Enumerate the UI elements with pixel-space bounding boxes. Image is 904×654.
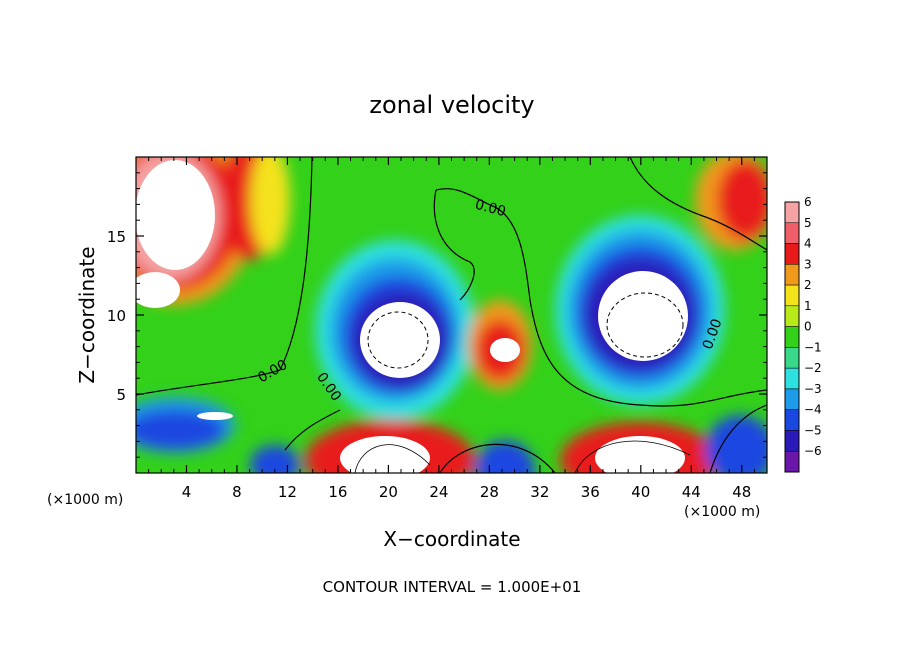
y-tick-label: 5: [116, 386, 126, 404]
colorbar-swatch: [784, 450, 800, 473]
colorbar-level-label: −5: [804, 423, 822, 437]
x-tick-label: 28: [480, 483, 499, 501]
colorbar-swatch: [784, 201, 800, 224]
colorbar-level-label: 1: [804, 299, 812, 313]
colorbar-level-label: 5: [804, 216, 812, 230]
colorbar-swatch: [784, 367, 800, 390]
colorbar-swatch: [784, 305, 800, 327]
colorbar-swatch: [784, 430, 800, 452]
x-tick-label: 20: [379, 483, 398, 501]
colorbar-level-label: −4: [804, 403, 822, 417]
x-tick-label: 8: [232, 483, 242, 501]
x-unit-note-right: (×1000 m): [684, 504, 760, 520]
colorbar-swatch: [784, 388, 800, 410]
x-tick-label: 40: [631, 483, 650, 501]
y-axis-label: Z−coordinate: [75, 246, 99, 383]
colorbar-swatch: [784, 409, 800, 431]
x-unit-note-left: (×1000 m): [47, 492, 123, 508]
colorbar-level-label: 2: [804, 278, 812, 292]
colorbar-swatch: [784, 347, 800, 369]
colorbar-level-label: 0: [804, 320, 812, 334]
colorbar-swatch: [784, 326, 800, 348]
x-tick-label: 16: [328, 483, 347, 501]
colorbar-level-label: −2: [804, 361, 822, 375]
chart-title: zonal velocity: [369, 91, 534, 119]
colorbar-level-label: −3: [804, 382, 822, 396]
colorbar-level-label: −1: [804, 340, 822, 354]
colorbar: 6 5 4 3 2 1 0 −1 −2 −3 −4 −5 −6: [784, 195, 822, 473]
colorbar-swatch: [784, 222, 800, 244]
colorbar-frame: [784, 201, 800, 473]
colorbar-level-label: 6: [804, 195, 812, 209]
x-tick-label: 32: [530, 483, 549, 501]
x-tick-label: 12: [278, 483, 297, 501]
contour-interval-note: CONTOUR INTERVAL = 1.000E+01: [323, 578, 582, 596]
colorbar-swatch: [784, 284, 800, 307]
colorbar-level-label: −6: [804, 444, 822, 458]
velocity-field: [136, 157, 767, 473]
contour-labels: 0.000.00 0.000.00: [255, 197, 725, 405]
contour-label: 0.00: [473, 197, 507, 221]
x-tick-label: 48: [732, 483, 751, 501]
y-tick-label: 10: [107, 307, 126, 325]
x-tick-label: 4: [182, 483, 192, 501]
x-axis: 4 8 12 16 20 24 28 32 36 40 44 48: [148, 157, 755, 501]
x-tick-label: 44: [682, 483, 701, 501]
x-axis-label: X−coordinate: [383, 527, 520, 551]
colorbar-swatch: [784, 243, 800, 265]
y-tick-label: 15: [107, 228, 126, 246]
y-axis: 5 10 15: [107, 172, 767, 458]
colorbar-swatch: [784, 264, 800, 286]
x-tick-label: 36: [581, 483, 600, 501]
colorbar-level-label: 3: [804, 257, 812, 271]
x-tick-label: 24: [429, 483, 448, 501]
colorbar-level-label: 4: [804, 237, 812, 251]
